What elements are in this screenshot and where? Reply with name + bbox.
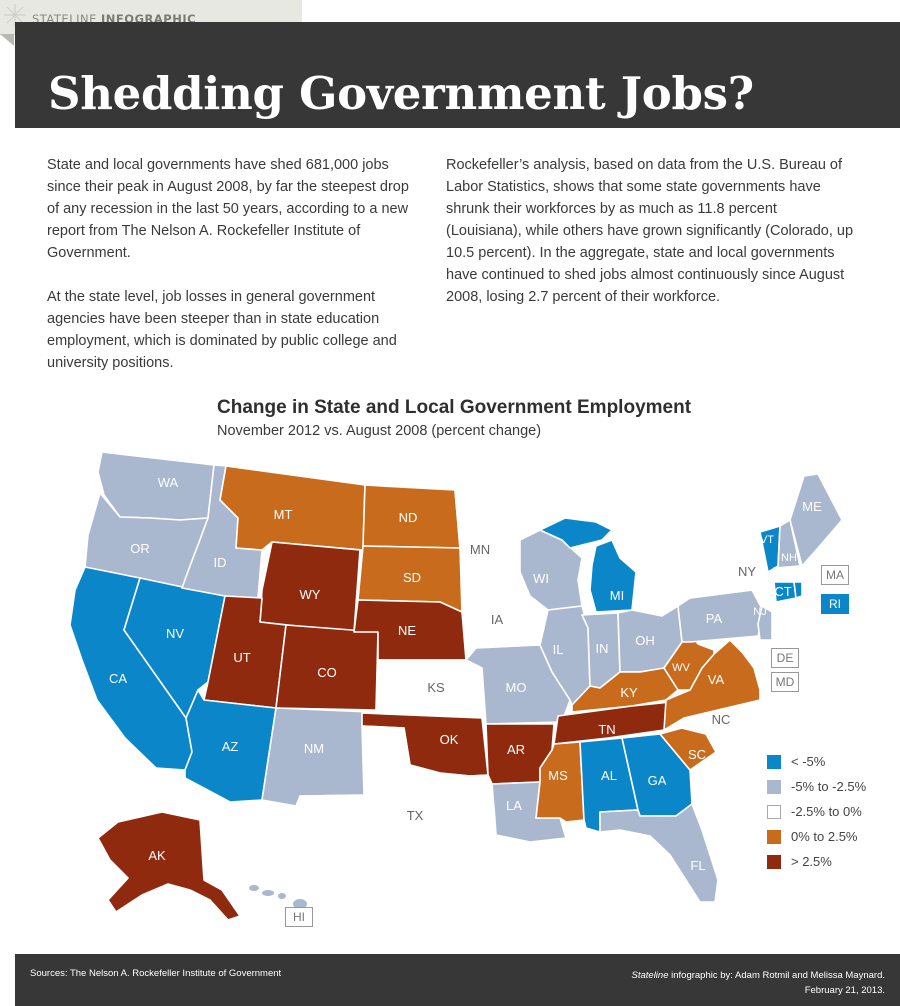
legend-label: -5% to -2.5% (791, 779, 867, 794)
box-label-DE: DE (771, 648, 799, 668)
label-MN: MN (470, 542, 490, 557)
label-LA: LA (506, 798, 522, 813)
legend-label: > 2.5% (791, 854, 832, 869)
footer-bar: Sources: The Nelson A. Rockefeller Insti… (15, 954, 900, 1006)
state-MI-up (539, 517, 613, 549)
legend-item: -2.5% to 0% (767, 804, 897, 830)
box-label-HI: HI (285, 907, 313, 927)
label-UT: UT (233, 650, 250, 665)
label-NM: NM (304, 741, 324, 756)
label-AR: AR (507, 742, 525, 757)
label-SD: SD (403, 570, 421, 585)
label-WV: WV (672, 662, 690, 674)
legend-swatch (767, 780, 781, 794)
legend-swatch (767, 830, 781, 844)
legend-swatch (767, 755, 781, 769)
label-WY: WY (300, 587, 321, 602)
label-MI: MI (610, 588, 624, 603)
label-OK: OK (440, 732, 459, 747)
credit-publication: Stateline (631, 970, 669, 981)
box-label-RI: RI (821, 594, 849, 614)
publish-date: February 21, 2013. (804, 985, 885, 996)
legend-label: -2.5% to 0% (791, 804, 862, 819)
label-WA: WA (158, 475, 179, 490)
state-MT (219, 465, 366, 551)
sunburst-icon (4, 4, 26, 26)
label-CO: CO (317, 665, 337, 680)
title-bar: Shedding Government Jobs? (15, 22, 900, 128)
state-KS (375, 659, 483, 719)
label-MS: MS (548, 768, 568, 783)
label-WI: WI (533, 571, 549, 586)
label-CA: CA (109, 671, 127, 686)
label-NV: NV (166, 626, 184, 641)
legend-item: -5% to -2.5% (767, 779, 897, 805)
state-NJ (757, 605, 773, 641)
label-GA: GA (648, 773, 667, 788)
legend-label: 0% to 2.5% (791, 829, 858, 844)
label-NY: NY (738, 564, 756, 579)
label-KS: KS (427, 680, 445, 695)
label-TN: TN (598, 722, 615, 737)
label-VA: VA (708, 672, 725, 687)
label-ID: ID (214, 555, 227, 570)
legend-swatch (767, 855, 781, 869)
state-RI (793, 581, 803, 599)
state-FL (599, 803, 719, 903)
intro-column-left: State and local governments have shed 68… (47, 154, 425, 374)
label-AZ: AZ (222, 739, 239, 754)
legend-item: > 2.5% (767, 854, 897, 880)
credit-authors: infographic by: Adam Rotmil and Melissa … (668, 970, 885, 981)
label-MT: MT (274, 507, 293, 522)
label-IL: IL (553, 642, 564, 657)
label-OH: OH (635, 633, 655, 648)
state-ME (789, 473, 843, 567)
state-AK (97, 811, 241, 921)
page-title: Shedding Government Jobs? (48, 67, 754, 120)
state-WA (97, 451, 215, 521)
state-NM (261, 707, 371, 807)
label-NJ: NJ (753, 606, 766, 618)
label-SC: SC (688, 747, 706, 762)
legend-item: < -5% (767, 754, 897, 780)
map-subtitle: November 2012 vs. August 2008 (percent c… (217, 423, 542, 439)
label-IA: IA (491, 612, 504, 627)
label-CT: CT (774, 584, 791, 599)
state-MA (773, 565, 813, 583)
label-ND: ND (399, 510, 418, 525)
box-label-MA: MA (821, 565, 849, 585)
state-VA (663, 639, 761, 731)
label-KY: KY (620, 685, 638, 700)
map-legend: < -5% -5% to -2.5% -2.5% to 0% 0% to 2.5… (767, 754, 897, 880)
label-PA: PA (706, 611, 723, 626)
intro-column-right: Rockefeller’s analysis, based on data fr… (446, 154, 854, 308)
label-AK: AK (148, 848, 166, 863)
us-choropleth-map: WA OR CA NV ID MT WY UT AZ CO NM ND SD N… (69, 451, 843, 926)
intro-paragraph: State and local governments have shed 68… (47, 157, 409, 261)
credit-text: Stateline infographic by: Adam Rotmil an… (632, 968, 885, 998)
legend-item: 0% to 2.5% (767, 829, 897, 855)
label-AL: AL (601, 768, 617, 783)
state-HI (249, 885, 307, 909)
label-TX: TX (407, 808, 424, 823)
label-MO: MO (506, 680, 527, 695)
label-ME: ME (802, 499, 822, 514)
legend-swatch (767, 805, 781, 819)
label-IN: IN (596, 641, 609, 656)
state-TX (299, 725, 496, 926)
label-FL: FL (690, 858, 705, 873)
tag-fold (0, 34, 14, 46)
box-label-MD: MD (771, 672, 799, 692)
intro-paragraph: Rockefeller’s analysis, based on data fr… (446, 157, 854, 305)
state-IA (463, 595, 549, 649)
label-OR: OR (130, 541, 150, 556)
label-VT: VT (760, 534, 774, 546)
intro-paragraph: At the state level, job losses in genera… (47, 289, 397, 371)
map-title: Change in State and Local Government Emp… (217, 397, 692, 418)
sources-text: Sources: The Nelson A. Rockefeller Insti… (30, 968, 282, 979)
legend-label: < -5% (791, 754, 826, 769)
label-NH: NH (781, 552, 797, 564)
label-NE: NE (398, 623, 416, 638)
label-NC: NC (712, 712, 731, 727)
